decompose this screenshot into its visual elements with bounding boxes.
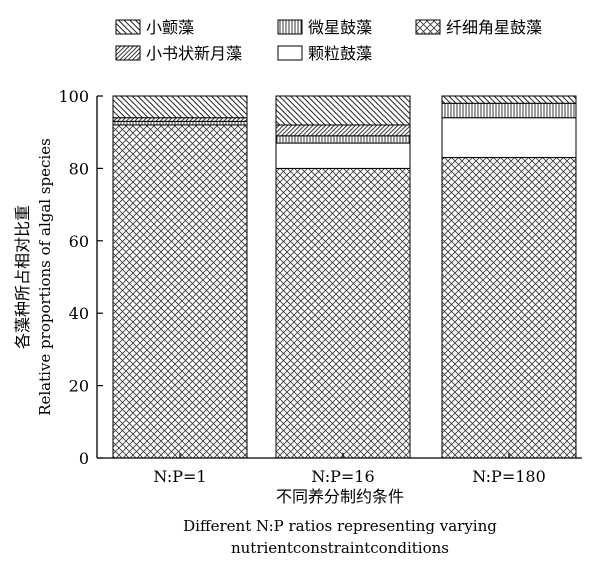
legend-label: 纤细角星鼓藻: [446, 18, 542, 37]
legend-swatch-blank: [277, 45, 303, 61]
bar-segment-crosshatch-1: [112, 124, 248, 459]
legend-label: 微星鼓藻: [308, 18, 372, 37]
plot-frame: [96, 96, 582, 459]
legend-item-xianxijiao: 纤细角星鼓藻: [415, 18, 542, 37]
legend-item-weixinggu: 微星鼓藻: [277, 18, 372, 37]
bar-segment-crosshatch-2: [275, 167, 411, 459]
bar-stack-1: [112, 95, 248, 459]
y-tick-label: 100: [58, 87, 89, 106]
bar-stack-3: [441, 95, 577, 459]
bar-segment-crosshatch-3: [441, 157, 577, 459]
y-tick-label: 0: [79, 449, 89, 468]
legend-swatch-crosshatch: [415, 19, 441, 35]
x-axis-label-cn: 不同养分制约条件: [276, 487, 404, 506]
legend-label: 小颤藻: [146, 18, 194, 37]
legend: 小颤藻 微星鼓藻 纤细角星鼓藻 小书状新月藻 颗粒鼓藻: [115, 18, 542, 63]
bar-segment-blank-2: [275, 142, 411, 169]
x-tick-label: N:P=16: [311, 467, 374, 486]
bar-stack-2: [275, 95, 411, 459]
x-tick-label: N:P=180: [472, 467, 546, 486]
x-axis-label-en-line1: Different N:P ratios representing varyin…: [183, 517, 497, 535]
legend-item-keli: 颗粒鼓藻: [277, 44, 372, 63]
y-axis-label-en: Relative proportions of algal species: [36, 138, 54, 416]
legend-label: 小书状新月藻: [146, 44, 242, 63]
x-tick-label: N:P=1: [153, 467, 206, 486]
legend-item-xiaochanzao: 小颤藻: [115, 18, 194, 37]
legend-swatch-vertical: [277, 19, 303, 35]
y-tick-label: 80: [69, 159, 89, 178]
x-axis-ticks: N:P=1 N:P=16 N:P=180: [153, 453, 546, 486]
bar-segment-diagonal-fine-2: [275, 124, 411, 137]
bar-segment-diagonal-coarse-2: [275, 95, 411, 126]
legend-label: 颗粒鼓藻: [308, 44, 372, 63]
bar-segment-blank-3: [441, 117, 577, 159]
legend-swatch-diagonal-fine: [115, 45, 141, 61]
bar-segment-vertical-1: [112, 120, 248, 126]
bar-segment-vertical-3: [441, 102, 577, 119]
legend-swatch-diagonal-coarse: [115, 19, 141, 35]
bar-stacks: [112, 95, 577, 459]
y-tick-label: 20: [69, 377, 89, 396]
y-axis-ticks: 0 20 40 60 80 100: [58, 87, 103, 468]
x-axis-label-en-line2: nutrientconstraintconditions: [231, 539, 449, 557]
y-tick-label: 40: [69, 304, 89, 323]
bar-segment-diagonal-fine-1: [112, 117, 248, 122]
bar-segment-vertical-2: [275, 135, 411, 144]
y-axis-label-cn: 各藻种所占相对比重: [13, 205, 32, 349]
y-tick-label: 60: [69, 232, 89, 251]
legend-item-xiaoshuzhuang: 小书状新月藻: [115, 44, 242, 63]
bar-segment-diagonal-coarse-1: [112, 95, 248, 119]
bar-segment-diagonal-coarse-3: [441, 95, 577, 104]
